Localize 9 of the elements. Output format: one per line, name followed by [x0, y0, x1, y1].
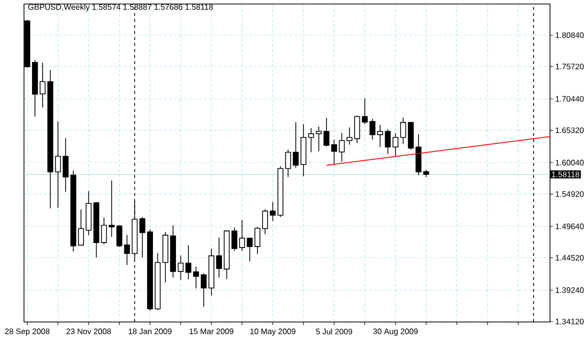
- candlestick: [316, 126, 322, 152]
- candlestick: [178, 255, 184, 280]
- candlestick: [338, 132, 345, 162]
- candlestick: [292, 122, 299, 168]
- candlestick: [270, 202, 276, 222]
- candlestick: [200, 273, 207, 308]
- candlestick: [384, 128, 391, 154]
- candlestick: [362, 98, 368, 125]
- candlestick: [246, 238, 253, 262]
